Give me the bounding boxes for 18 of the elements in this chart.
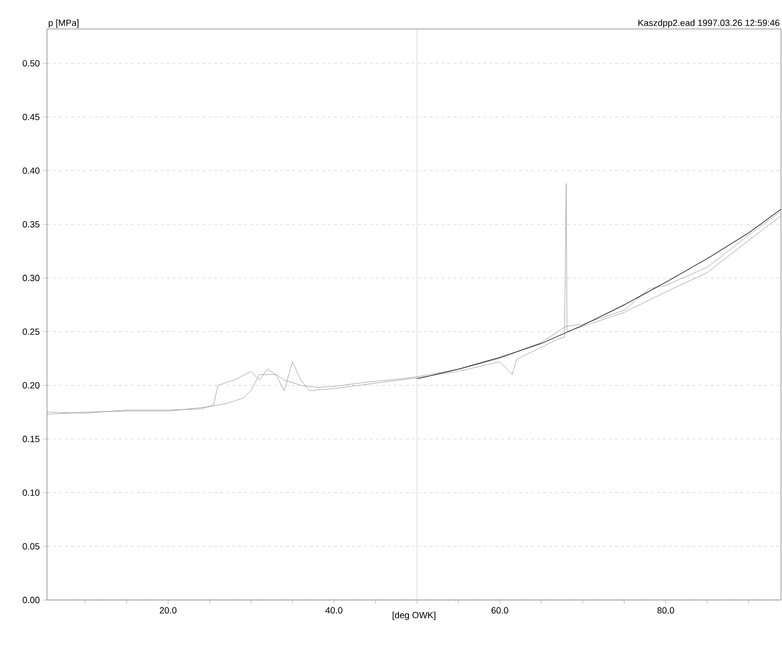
x-tick-label: 80.0 (657, 607, 674, 614)
x-tick-label: 40.0 (325, 607, 342, 614)
y-tick-label: 0.50 (22, 60, 40, 67)
y-tick-label: 0.35 (22, 221, 40, 228)
y-tick-label: 0.40 (22, 167, 40, 174)
x-tick-label: 60.0 (492, 607, 508, 614)
y-tick-label: 0.05 (22, 543, 40, 550)
y-tick-label: 0.15 (22, 436, 40, 442)
y-axis-title: p [MPa] (48, 19, 78, 28)
y-tick-label: 0.25 (22, 328, 40, 335)
y-tick-label: 0.10 (22, 489, 40, 496)
y-tick-label: 0.45 (22, 114, 40, 120)
text: Kaszdpp2.ead 1997.03.26 12:59:46 (638, 19, 780, 28)
y-tick-label: 0.20 (22, 382, 40, 389)
y-tick-label: 0.00 (22, 596, 40, 604)
x-axis-title: [deg OWK] (392, 612, 436, 620)
x-tick-label: 20.0 (160, 607, 176, 614)
y-tick-label: 0.30 (22, 274, 40, 282)
